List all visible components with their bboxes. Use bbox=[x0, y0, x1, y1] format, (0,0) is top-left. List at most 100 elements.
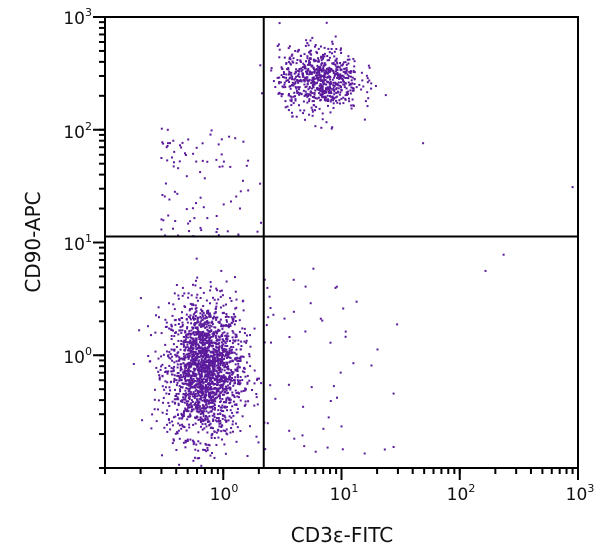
data-point bbox=[295, 62, 298, 65]
data-point bbox=[185, 429, 188, 432]
data-point bbox=[211, 368, 214, 371]
data-point bbox=[191, 346, 194, 349]
data-point bbox=[324, 63, 327, 66]
data-point bbox=[195, 401, 198, 404]
data-point bbox=[184, 398, 187, 401]
data-point bbox=[336, 62, 339, 65]
data-point bbox=[340, 425, 343, 428]
data-point bbox=[287, 60, 290, 63]
data-point bbox=[226, 332, 229, 335]
data-point bbox=[175, 393, 178, 395]
data-point bbox=[351, 89, 354, 92]
data-point bbox=[202, 291, 205, 294]
data-point bbox=[208, 386, 211, 389]
data-point bbox=[288, 56, 291, 59]
data-point bbox=[216, 360, 219, 363]
data-point bbox=[329, 87, 332, 90]
data-point bbox=[170, 348, 173, 351]
data-point bbox=[165, 146, 168, 149]
data-point bbox=[281, 93, 284, 96]
data-point bbox=[295, 89, 298, 92]
data-point bbox=[228, 377, 231, 380]
data-point bbox=[209, 350, 212, 353]
data-point bbox=[187, 390, 190, 393]
data-point bbox=[215, 318, 218, 321]
data-point bbox=[280, 74, 283, 77]
data-point bbox=[177, 167, 180, 170]
data-point bbox=[166, 381, 169, 384]
data-point bbox=[181, 376, 184, 379]
data-point bbox=[246, 381, 249, 384]
data-point bbox=[217, 417, 220, 419]
data-point bbox=[217, 298, 220, 301]
data-point bbox=[196, 353, 199, 356]
data-point bbox=[218, 384, 221, 387]
data-point bbox=[158, 376, 161, 379]
data-point bbox=[287, 68, 290, 71]
data-point bbox=[183, 344, 186, 347]
data-point bbox=[189, 406, 192, 409]
data-point bbox=[198, 386, 200, 389]
data-point bbox=[340, 88, 343, 91]
data-point bbox=[194, 456, 196, 459]
data-point bbox=[339, 77, 342, 79]
data-point bbox=[190, 294, 193, 297]
data-point bbox=[308, 59, 311, 62]
data-point bbox=[231, 379, 234, 382]
data-point bbox=[384, 94, 387, 97]
data-point bbox=[217, 343, 220, 346]
data-point bbox=[168, 302, 170, 305]
data-point bbox=[294, 82, 297, 85]
data-point bbox=[287, 47, 290, 50]
data-point bbox=[234, 336, 237, 339]
data-point bbox=[304, 118, 306, 121]
data-point bbox=[289, 62, 292, 65]
data-point bbox=[284, 100, 287, 103]
data-point bbox=[195, 202, 197, 205]
data-point bbox=[317, 57, 320, 60]
data-point bbox=[171, 442, 174, 445]
data-point bbox=[312, 100, 315, 103]
data-point bbox=[177, 372, 180, 374]
data-point bbox=[312, 86, 315, 89]
data-point bbox=[220, 153, 223, 156]
data-point bbox=[334, 73, 337, 76]
data-point bbox=[308, 71, 311, 73]
data-point bbox=[374, 85, 377, 87]
data-point bbox=[200, 371, 203, 374]
data-point bbox=[173, 348, 176, 351]
data-point bbox=[234, 290, 237, 293]
data-point bbox=[215, 287, 218, 290]
data-point bbox=[163, 388, 166, 391]
data-point bbox=[215, 302, 218, 305]
data-point bbox=[199, 442, 202, 445]
data-point bbox=[210, 373, 213, 376]
data-point bbox=[187, 369, 190, 371]
data-point bbox=[192, 380, 195, 383]
data-point bbox=[198, 397, 201, 400]
data-point bbox=[166, 372, 169, 375]
data-point bbox=[306, 42, 309, 45]
data-point bbox=[309, 52, 312, 55]
axis-ticks bbox=[93, 16, 579, 480]
data-point bbox=[214, 310, 217, 313]
data-point bbox=[205, 387, 208, 390]
data-point bbox=[237, 365, 240, 368]
data-point bbox=[182, 396, 185, 399]
data-point bbox=[227, 324, 230, 327]
data-point bbox=[154, 331, 157, 334]
data-point bbox=[319, 317, 322, 320]
data-point bbox=[213, 368, 216, 371]
y-tick-label-0: 100 bbox=[63, 345, 92, 368]
data-point bbox=[199, 412, 202, 415]
data-point bbox=[210, 341, 213, 344]
data-point bbox=[185, 313, 188, 316]
data-point bbox=[233, 378, 236, 381]
data-point bbox=[164, 182, 167, 185]
data-point bbox=[314, 44, 317, 46]
data-point bbox=[212, 317, 215, 320]
data-point bbox=[192, 315, 195, 318]
data-point bbox=[182, 415, 185, 417]
data-point bbox=[208, 402, 211, 404]
data-point bbox=[208, 383, 211, 386]
